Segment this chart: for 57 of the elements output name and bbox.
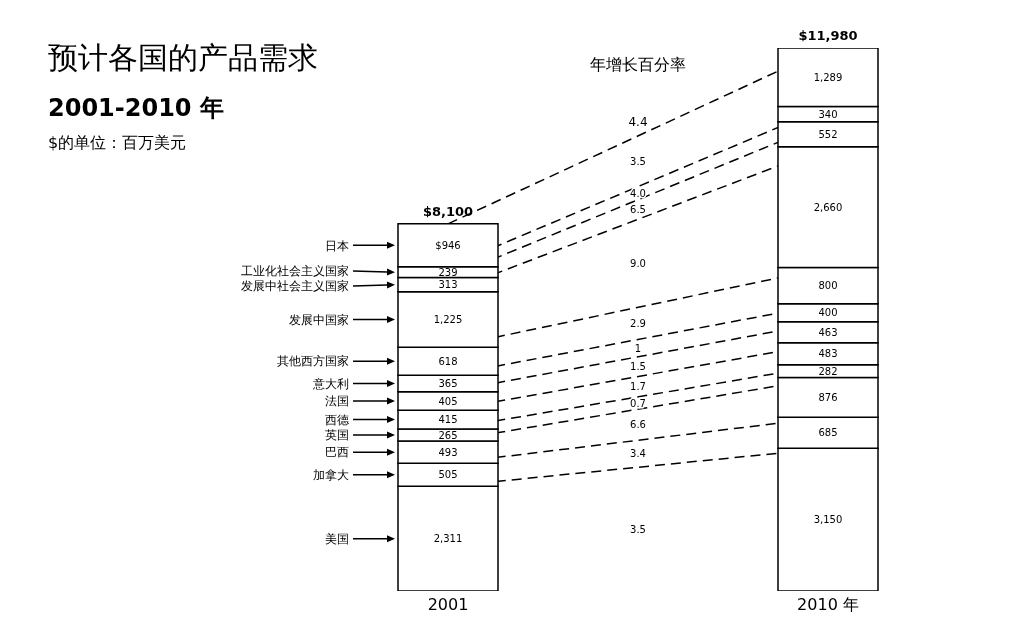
legend-label: 巴西 xyxy=(325,445,349,460)
total-label: $11,980 xyxy=(798,28,858,43)
annotation: 6.6 xyxy=(630,419,646,431)
data-label: 3,150 xyxy=(813,514,843,526)
data-label: $946 xyxy=(435,239,461,251)
legend-label: 英国 xyxy=(325,428,349,443)
legend-label: 西德 xyxy=(325,412,349,427)
data-label: 618 xyxy=(438,355,458,367)
data-label: 800 xyxy=(818,280,838,292)
x-tick-label: 2010 年 xyxy=(797,595,859,615)
annotation: 2.9 xyxy=(630,317,646,329)
data-label: 2,660 xyxy=(813,201,843,213)
data-label: 365 xyxy=(438,378,458,390)
legend-label: 加拿大 xyxy=(313,468,349,483)
annotation: 3.5 xyxy=(630,155,646,167)
data-label: 685 xyxy=(818,427,838,439)
legend-label: 发展中社会主义国家 xyxy=(241,279,349,294)
x-tick-label: 2001 xyxy=(427,595,469,615)
legend-label: 法国 xyxy=(325,394,349,409)
data-label: 415 xyxy=(438,414,458,426)
legend-label: 其他西方国家 xyxy=(277,354,349,369)
text: $的单位：百万美元 xyxy=(48,133,187,152)
legend-label: 日本 xyxy=(325,238,349,253)
annotation: 1 xyxy=(634,342,642,354)
legend-label: 意大利 xyxy=(312,376,349,391)
data-label: 405 xyxy=(438,395,458,407)
annotation: 年增长百分率 xyxy=(590,55,686,74)
data-label: 1,225 xyxy=(433,314,463,326)
data-label: 2,311 xyxy=(433,533,463,545)
annotation: 1.5 xyxy=(630,361,646,373)
data-label: 876 xyxy=(818,391,838,403)
annotation: 9.0 xyxy=(630,257,646,269)
data-label: 552 xyxy=(818,128,838,140)
annotation: 1.7 xyxy=(630,381,646,393)
data-label: 239 xyxy=(438,266,458,278)
data-label: 313 xyxy=(438,279,458,291)
data-label: 463 xyxy=(818,326,838,338)
legend-label: 美国 xyxy=(325,531,349,546)
data-label: 340 xyxy=(818,108,838,120)
data-label: 483 xyxy=(818,348,838,360)
annotation: 3.4 xyxy=(630,448,646,460)
legend-label: 工业化社会主义国家 xyxy=(241,264,349,279)
annotation: 4.4 xyxy=(628,114,648,129)
legend-label: 发展中国家 xyxy=(289,312,349,327)
data-label: 265 xyxy=(438,429,458,441)
data-label: 282 xyxy=(818,365,838,377)
annotation: 0.7 xyxy=(630,397,646,409)
annotation: 6.5 xyxy=(630,204,646,216)
data-label: 1,289 xyxy=(813,71,843,83)
text: 2001-2010 年 xyxy=(48,94,224,122)
chart-title: 预计各国的产品需求 xyxy=(48,40,318,75)
total-label: $8,100 xyxy=(422,203,474,219)
annotation: 4.0 xyxy=(630,187,646,199)
data-label: 493 xyxy=(438,446,458,458)
data-label: 400 xyxy=(818,307,838,319)
annotation: 3.5 xyxy=(630,523,646,535)
data-label: 505 xyxy=(438,469,458,481)
